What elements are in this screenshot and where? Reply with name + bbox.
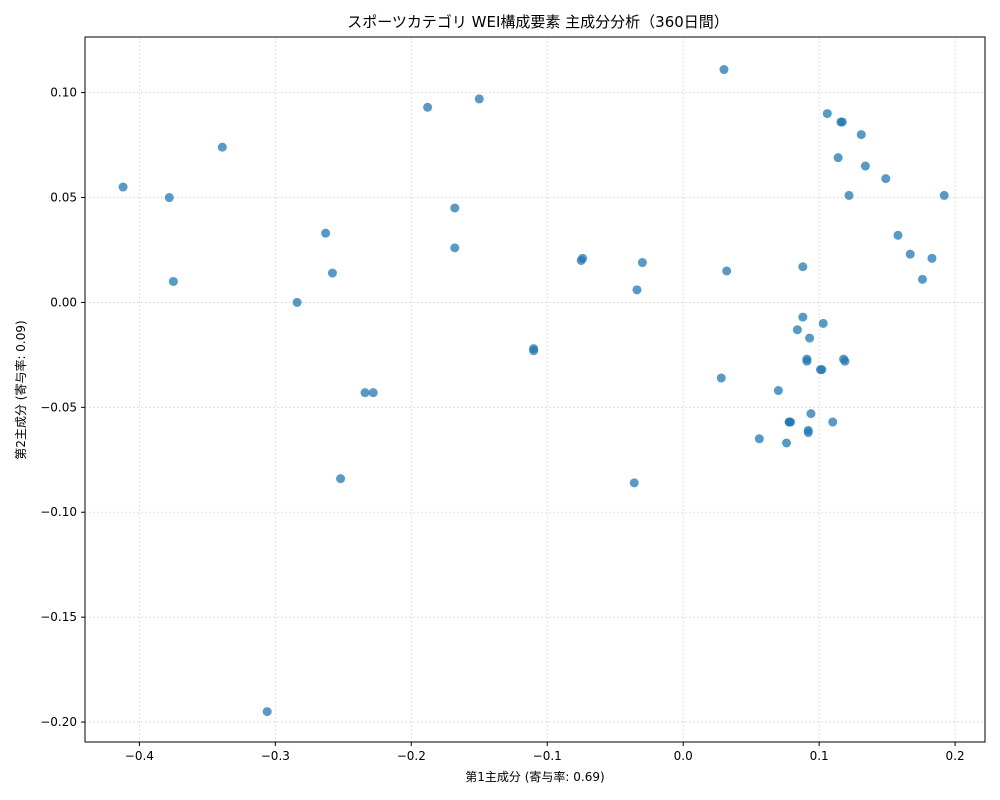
scatter-point	[818, 318, 828, 328]
scatter-point	[817, 365, 827, 375]
y-tick-label: 0.05	[50, 191, 77, 205]
scatter-point	[927, 253, 937, 263]
scatter-point	[798, 312, 808, 322]
plot-frame	[84, 36, 986, 743]
scatter-point	[321, 228, 331, 238]
scatter-point	[217, 142, 227, 152]
y-axis-label: 第2主成分 (寄与率: 0.09)	[13, 320, 28, 459]
scatter-point	[782, 438, 792, 448]
scatter-point	[629, 478, 639, 488]
x-axis-label: 第1主成分 (寄与率: 0.69)	[465, 769, 604, 784]
y-tick-label: −0.10	[40, 505, 77, 519]
scatter-point	[828, 417, 838, 427]
x-tick-label: −0.4	[125, 749, 154, 763]
scatter-point	[905, 249, 915, 259]
x-axis: −0.4 −0.3 −0.2 −0.1 0.0 0.1 0.2	[125, 742, 965, 763]
scatter-point	[802, 354, 812, 364]
scatter-point	[164, 193, 174, 203]
scatter-point	[336, 474, 346, 484]
chart-title: スポーツカテゴリ WEI構成要素 主成分分析（360日間）	[347, 13, 729, 31]
scatter-point	[786, 417, 796, 427]
scatter-point	[450, 243, 460, 253]
y-tick-label: −0.05	[40, 400, 77, 414]
scatter-point	[792, 325, 802, 335]
scatter-point	[837, 117, 847, 127]
scatter-point	[806, 409, 816, 419]
scatter-point	[844, 190, 854, 200]
scatter-point	[637, 258, 647, 268]
scatter-point	[881, 174, 891, 184]
scatter-point	[327, 268, 337, 278]
scatter-point	[632, 285, 642, 295]
x-tick-label: 0.1	[810, 749, 829, 763]
scatter-point	[798, 262, 808, 272]
y-tick-label: −0.15	[40, 610, 77, 624]
scatter-point	[360, 388, 370, 398]
scatter-point	[754, 434, 764, 444]
data-points	[118, 65, 949, 717]
scatter-point	[833, 153, 843, 163]
grid-lines	[85, 37, 985, 742]
scatter-point	[773, 386, 783, 396]
scatter-point	[722, 266, 732, 276]
scatter-point	[856, 130, 866, 140]
scatter-point	[917, 274, 927, 284]
scatter-point	[716, 373, 726, 383]
scatter-point	[118, 182, 128, 192]
scatter-point	[529, 344, 539, 354]
scatter-point	[368, 388, 378, 398]
y-tick-label: 0.00	[50, 295, 77, 309]
scatter-point	[423, 102, 433, 112]
scatter-point	[893, 230, 903, 240]
x-tick-label: −0.2	[397, 749, 426, 763]
y-axis: −0.20 −0.15 −0.10 −0.05 0.00 0.05 0.10	[40, 86, 85, 729]
scatter-point	[450, 203, 460, 213]
y-tick-label: −0.20	[40, 715, 77, 729]
scatter-point	[860, 161, 870, 171]
scatter-point	[805, 333, 815, 343]
y-tick-label: 0.10	[50, 86, 77, 100]
scatter-point	[168, 276, 178, 286]
x-tick-label: 0.2	[946, 749, 965, 763]
scatter-point	[474, 94, 484, 104]
scatter-point	[822, 109, 832, 119]
x-tick-label: −0.3	[261, 749, 290, 763]
scatter-point	[719, 65, 729, 75]
scatter-point	[292, 297, 302, 307]
scatter-point	[262, 707, 272, 717]
scatter-point	[578, 253, 588, 263]
scatter-point	[939, 190, 949, 200]
x-tick-label: −0.1	[533, 749, 562, 763]
scatter-point	[840, 356, 850, 366]
x-tick-label: 0.0	[674, 749, 693, 763]
scatter-point	[803, 428, 813, 438]
